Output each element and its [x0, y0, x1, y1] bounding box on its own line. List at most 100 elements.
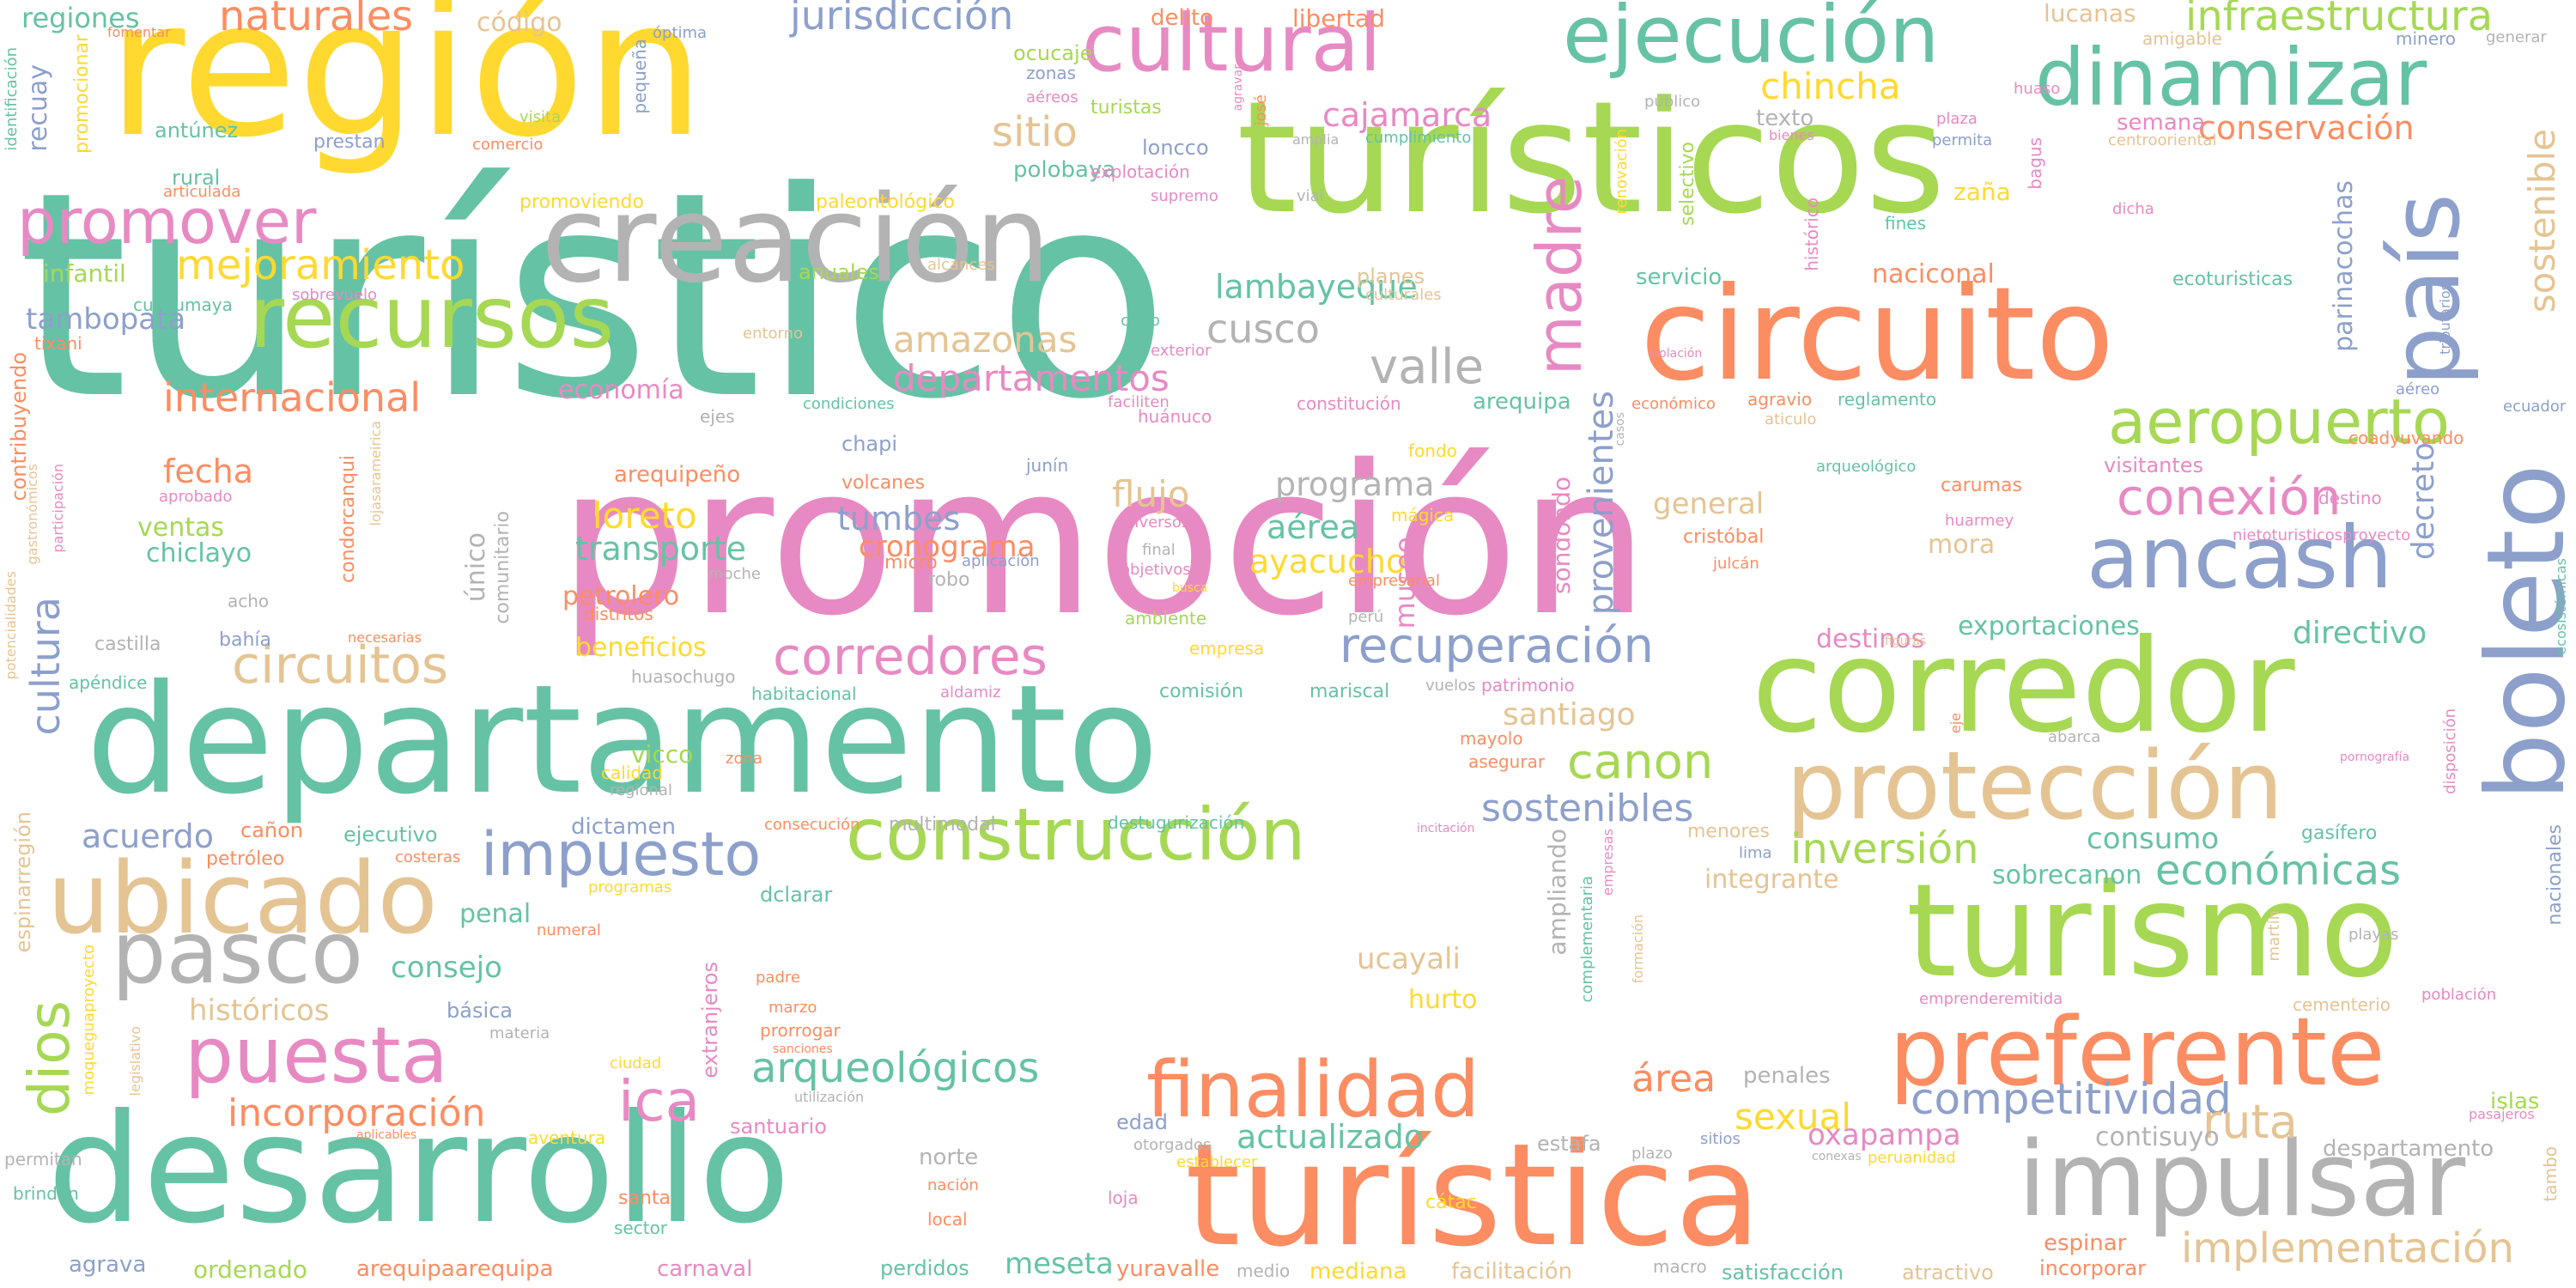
word-incorporar: incorporar	[2039, 1256, 2146, 1280]
word-rural: rural	[172, 166, 221, 190]
word-zona: zona	[726, 750, 762, 768]
word-permita: permita	[1932, 131, 1993, 149]
word-castilla: castilla	[94, 634, 161, 655]
word-islas: islas	[2490, 1089, 2540, 1115]
word-violacion: violación	[1649, 347, 1703, 361]
word-region: región	[107, 0, 705, 179]
word-conexion: conexión	[2117, 468, 2342, 526]
word-cerro: cerro	[1121, 312, 1161, 330]
word-ambiente: ambiente	[1125, 608, 1207, 629]
word-valle: valle	[1370, 339, 1485, 395]
word-condiciones: condiciones	[803, 395, 895, 413]
word-pornografia: pornografía	[2340, 750, 2410, 764]
word-volcanes: volcanes	[841, 472, 926, 494]
word-cajamarca: cajamarca	[1322, 96, 1492, 134]
word-ecoturisticas: ecoturisticas	[2172, 269, 2293, 290]
word-transporte: transporte	[575, 530, 746, 568]
word-poblacion: población	[2421, 986, 2497, 1004]
word-emprenderemitida: emprenderemitida	[1919, 990, 2063, 1008]
word-edad: edad	[1116, 1110, 1168, 1134]
word-promover: promover	[17, 185, 317, 258]
word-corredor: corredor	[1752, 612, 2295, 762]
word-mayolo: mayolo	[1460, 728, 1523, 749]
word-habitacional: habitacional	[751, 683, 857, 704]
word-peru: perú	[1348, 608, 1384, 626]
word-delito: delito	[1151, 5, 1214, 31]
word-julcan: julcán	[1713, 555, 1759, 573]
word-renovacion: renovación	[1613, 129, 1631, 215]
word-loncco: loncco	[1142, 136, 1209, 160]
word-economico: económico	[1631, 395, 1716, 413]
word-internacional: internacional	[163, 374, 422, 421]
word-historico: histórico	[1801, 197, 1822, 271]
word-nacionales: nacionales	[2544, 824, 2566, 926]
word-loja: loja	[1108, 1188, 1139, 1208]
word-carnaval: carnaval	[657, 1256, 753, 1282]
word-cusco: cusco	[1206, 306, 1320, 352]
word-ejecucion: ejecución	[1563, 0, 1940, 81]
word-preferente: preferente	[1889, 997, 2385, 1107]
word-calidad: calidad	[601, 762, 664, 783]
word-ecuador: ecuador	[2503, 398, 2567, 416]
word-moche: moche	[708, 565, 761, 583]
word-numeral: numeral	[537, 921, 601, 939]
word-tixani: tixani	[34, 333, 82, 354]
word-turistica: turística	[1185, 1113, 1762, 1278]
word-mariscal: mariscal	[1309, 681, 1390, 702]
word-distritos: distritos	[584, 604, 653, 624]
word-decreto: decreto	[2406, 442, 2441, 561]
word-sobrecanon: sobrecanon	[1992, 860, 2142, 890]
word-aeropuerto: aeropuerto	[2108, 386, 2451, 458]
word-pequena: pequeña	[629, 39, 650, 114]
word-plazo: plazo	[1631, 1145, 1673, 1163]
word-departamentos: departamentos	[893, 357, 1170, 399]
word-infantil: infantil	[43, 259, 126, 288]
word-historicos: históricos	[189, 993, 330, 1028]
word-impulsar: impulsar	[2018, 1121, 2466, 1240]
word-tributarios: tributarios	[2437, 283, 2453, 355]
word-identificacion: identificación	[3, 47, 21, 151]
word-casos: casos	[1613, 412, 1627, 447]
word-supremo: supremo	[1151, 187, 1218, 205]
word-visitantes: visitantes	[2104, 453, 2204, 477]
word-bagus: bagus	[2025, 137, 2045, 190]
word-robo: robo	[927, 569, 970, 591]
word-promocion: promoción	[558, 421, 1649, 661]
word-explotacion: explotación	[1091, 161, 1190, 182]
word-finalidad: finalidad	[1146, 1045, 1480, 1135]
word-local: local	[927, 1209, 968, 1230]
word-tambopata: tambopata	[26, 302, 186, 337]
word-aprobado: aprobado	[159, 488, 233, 506]
word-area: área	[1631, 1057, 1716, 1101]
word-ayacucho: ayacucho	[1249, 543, 1406, 580]
word-playas: playas	[2348, 926, 2399, 944]
word-tambo: tambo	[2540, 1146, 2561, 1202]
word-nietoturisticosproyecto: nietoturisticosproyecto	[2233, 526, 2411, 544]
word-desarrollo: desarrollo	[47, 1083, 791, 1257]
word-martin: martín	[2265, 910, 2283, 962]
word-ejes: ejes	[700, 406, 735, 427]
word-moqueguaproyecto: moqueguaproyecto	[80, 945, 98, 1096]
word-mediana: mediana	[1309, 1259, 1407, 1285]
word-canon2: cañon	[240, 818, 304, 842]
word-petroleo: petróleo	[206, 848, 285, 870]
word-legislativo: legislativo	[127, 1026, 143, 1097]
word-atractivo: atractivo	[1902, 1261, 1994, 1285]
word-flujo: flujo	[1112, 473, 1190, 515]
word-micro: micro	[884, 552, 938, 574]
word-hurto: hurto	[1408, 985, 1478, 1015]
word-destino: destino	[2318, 488, 2382, 508]
word-chiclayo: chiclayo	[146, 538, 252, 568]
word-inversion: inversión	[1790, 825, 1979, 873]
word-integrante: integrante	[1704, 865, 1839, 895]
word-ordenado: ordenado	[193, 1255, 307, 1284]
word-vicco: vicco	[631, 740, 694, 769]
word-gasifero: gasífero	[2301, 823, 2378, 844]
word-menores: menores	[1687, 821, 1770, 842]
word-empresarial: empresarial	[1348, 572, 1440, 590]
word-vial: vial	[1297, 187, 1324, 205]
word-turismo: turismo	[1906, 857, 2399, 1006]
word-brinden: brinden	[13, 1183, 79, 1204]
word-fines: fines	[1885, 213, 1926, 234]
word-cementerio: cementerio	[2293, 994, 2391, 1015]
